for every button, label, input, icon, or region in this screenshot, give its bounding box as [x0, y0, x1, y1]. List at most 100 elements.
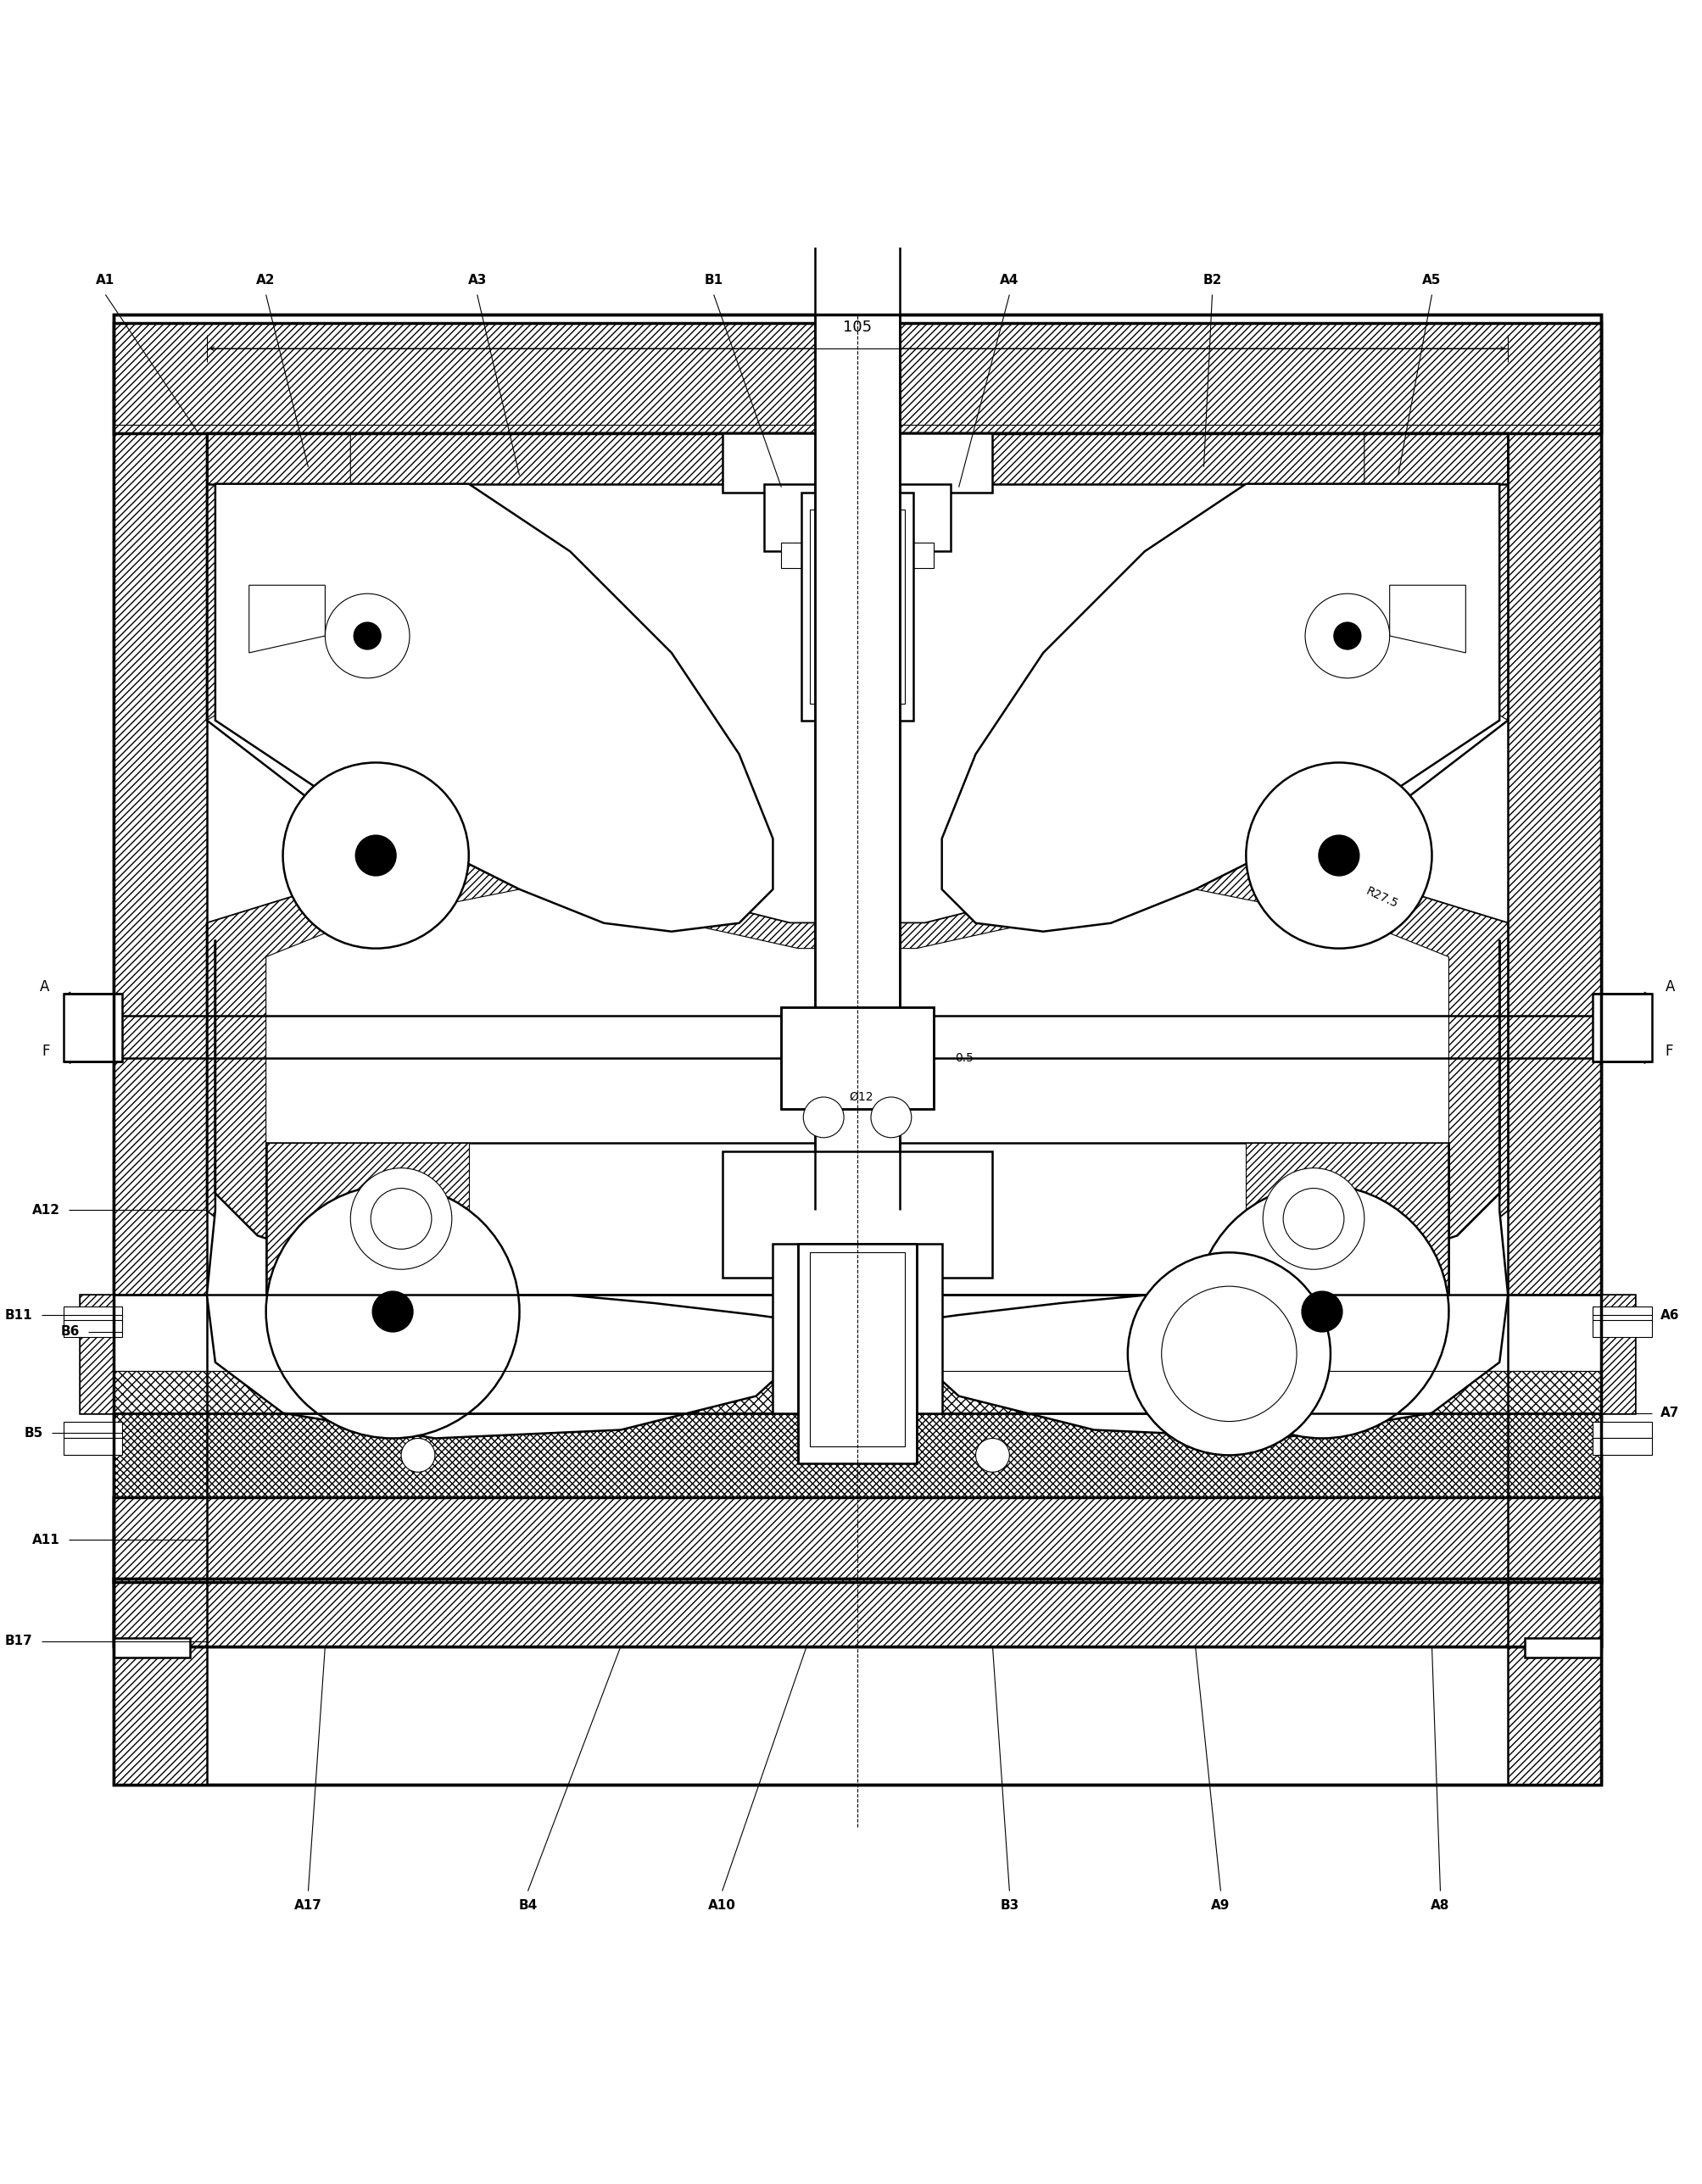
Bar [63, 1319, 123, 1337]
Bar [722, 1151, 992, 1278]
Bar [1600, 1295, 1634, 1413]
Text: A5: A5 [1421, 273, 1440, 286]
Bar [781, 544, 933, 568]
Text: Ø12: Ø12 [849, 1092, 873, 1103]
Polygon shape [921, 939, 1508, 1439]
Bar [114, 1579, 1600, 1647]
Polygon shape [1363, 432, 1508, 721]
Text: F: F [1665, 1044, 1673, 1059]
Bar [63, 1422, 123, 1439]
Bar [1246, 1142, 1448, 1295]
Circle shape [870, 1096, 911, 1138]
Circle shape [1300, 1291, 1341, 1332]
Bar [114, 1498, 1600, 1581]
Bar [810, 1251, 904, 1446]
Bar [1523, 1638, 1600, 1658]
Polygon shape [1389, 585, 1465, 653]
Bar [206, 432, 1508, 485]
Bar [80, 1295, 114, 1413]
Polygon shape [206, 939, 793, 1439]
Text: A4: A4 [999, 273, 1018, 286]
Bar [114, 1413, 1600, 1498]
Bar [1508, 432, 1600, 1784]
Polygon shape [206, 856, 1508, 1295]
Text: B11: B11 [5, 1308, 32, 1321]
Text: A9: A9 [1210, 1900, 1229, 1913]
Circle shape [283, 762, 468, 948]
Bar [764, 485, 950, 550]
Text: A12: A12 [32, 1203, 60, 1216]
Bar [114, 314, 1600, 1784]
Text: A6: A6 [1659, 1308, 1678, 1321]
Bar [114, 432, 206, 1784]
Bar [1600, 1295, 1634, 1413]
Bar [798, 1245, 916, 1463]
Circle shape [1161, 1286, 1297, 1422]
Text: B3: B3 [999, 1900, 1018, 1913]
Text: R27.5: R27.5 [1363, 885, 1399, 911]
Bar [114, 1498, 1600, 1581]
Circle shape [354, 622, 381, 649]
Polygon shape [941, 485, 1499, 933]
Wedge shape [1254, 771, 1423, 939]
Bar [722, 432, 992, 491]
Circle shape [975, 1439, 1009, 1472]
Text: B1: B1 [705, 273, 723, 286]
Text: A7: A7 [1659, 1406, 1678, 1420]
Polygon shape [206, 432, 1508, 939]
Text: B17: B17 [5, 1634, 32, 1647]
Bar [206, 432, 1508, 485]
Circle shape [1263, 1168, 1363, 1269]
Polygon shape [206, 432, 351, 721]
Bar [114, 1372, 1600, 1413]
Bar [1523, 1638, 1600, 1658]
Bar [810, 509, 904, 703]
Circle shape [803, 1096, 844, 1138]
Bar [114, 323, 1600, 432]
Bar [80, 1295, 114, 1413]
Text: B6: B6 [61, 1326, 80, 1339]
Bar [722, 432, 992, 491]
Circle shape [1195, 1186, 1448, 1439]
Text: A10: A10 [708, 1900, 735, 1913]
Text: A17: A17 [294, 1900, 322, 1913]
Bar [1591, 994, 1651, 1061]
Wedge shape [291, 771, 460, 939]
Bar [266, 1142, 1448, 1295]
Text: A: A [41, 981, 49, 996]
Polygon shape [214, 485, 773, 933]
Text: A3: A3 [468, 273, 487, 286]
Text: B4: B4 [517, 1900, 538, 1913]
Text: A1: A1 [95, 273, 114, 286]
Bar [114, 1579, 1600, 1647]
Wedge shape [1207, 1197, 1436, 1426]
Bar [1591, 1306, 1651, 1324]
Bar [63, 1306, 123, 1324]
Bar [114, 1498, 1600, 1581]
Circle shape [1283, 1188, 1343, 1249]
Wedge shape [277, 1197, 507, 1426]
Polygon shape [921, 939, 1508, 1439]
Circle shape [351, 1168, 451, 1269]
Circle shape [1246, 762, 1431, 948]
Bar [114, 1638, 191, 1658]
Bar [1508, 432, 1600, 1784]
Bar [114, 1579, 1600, 1647]
Bar [114, 1413, 1600, 1498]
Circle shape [1127, 1251, 1329, 1455]
Circle shape [325, 594, 410, 677]
Polygon shape [266, 889, 1448, 1245]
Text: B2: B2 [1202, 273, 1220, 286]
Text: 105: 105 [842, 319, 871, 334]
Bar [63, 994, 123, 1061]
Circle shape [373, 1291, 414, 1332]
Text: F: F [41, 1044, 49, 1059]
Bar [815, 197, 899, 1210]
Polygon shape [248, 585, 325, 653]
Bar [1591, 1439, 1651, 1455]
Polygon shape [206, 856, 1508, 1295]
Text: 0.5: 0.5 [955, 1053, 974, 1064]
Text: A2: A2 [257, 273, 276, 286]
Bar [722, 1151, 992, 1278]
Bar [1591, 1422, 1651, 1439]
